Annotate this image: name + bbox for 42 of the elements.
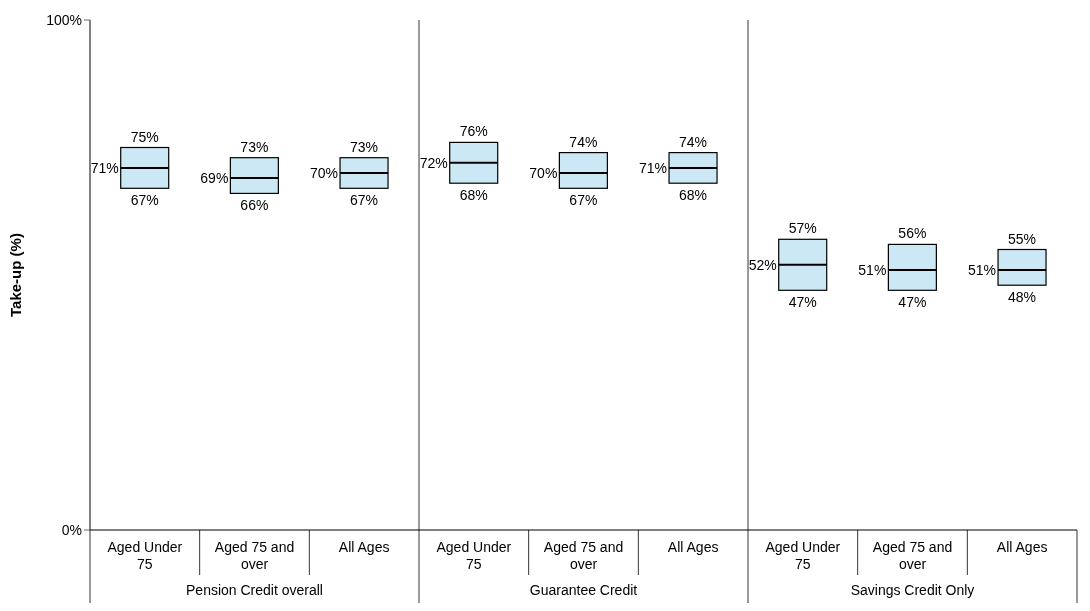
x-tick-label: All Ages (338, 539, 390, 555)
text: 66% (240, 197, 269, 214)
text: 76% (459, 123, 488, 140)
text: 69% (200, 170, 229, 187)
text: 56% (898, 225, 927, 242)
text: 75% (130, 128, 159, 145)
text: Savings Credit Only (850, 582, 975, 598)
text: 47% (788, 294, 817, 311)
text: 51% (858, 261, 887, 278)
text: 51% (968, 261, 997, 278)
x-tick-label: Aged Under 75 (436, 539, 512, 572)
text: 67% (130, 192, 159, 209)
text: 73% (350, 138, 379, 155)
x-tick-label: Aged 75 and over (214, 539, 295, 572)
x-tick-label: All Ages (996, 539, 1048, 555)
text: Pension Credit overall (186, 582, 323, 598)
x-tick-label: Aged Under 75 (107, 539, 183, 572)
text: 47% (898, 294, 927, 311)
text: 67% (569, 192, 598, 209)
x-tick-label: Aged Under 75 (765, 539, 841, 572)
text: 72% (419, 154, 448, 171)
text: 70% (529, 165, 558, 181)
text: 55% (1008, 230, 1037, 247)
y-axis-title: Take-up (%) (7, 233, 25, 317)
text: Guarantee Credit (529, 582, 638, 598)
text: 71% (639, 159, 668, 176)
text: 68% (679, 187, 708, 204)
y-tick-label: 0% (61, 521, 82, 538)
text: 70% (310, 165, 339, 181)
text: 74% (679, 133, 708, 150)
text: 74% (569, 133, 598, 150)
x-tick-label: Aged 75 and over (872, 539, 953, 572)
text: 68% (459, 187, 488, 204)
text: 71% (90, 159, 119, 176)
y-tick-label: 100% (46, 11, 82, 28)
text: 48% (1008, 289, 1037, 306)
text: 73% (240, 138, 269, 155)
x-tick-label: All Ages (667, 539, 719, 555)
text: 52% (748, 256, 777, 273)
x-tick-label: Aged 75 and over (543, 539, 624, 572)
text: 67% (350, 192, 379, 209)
text: 57% (788, 220, 817, 237)
